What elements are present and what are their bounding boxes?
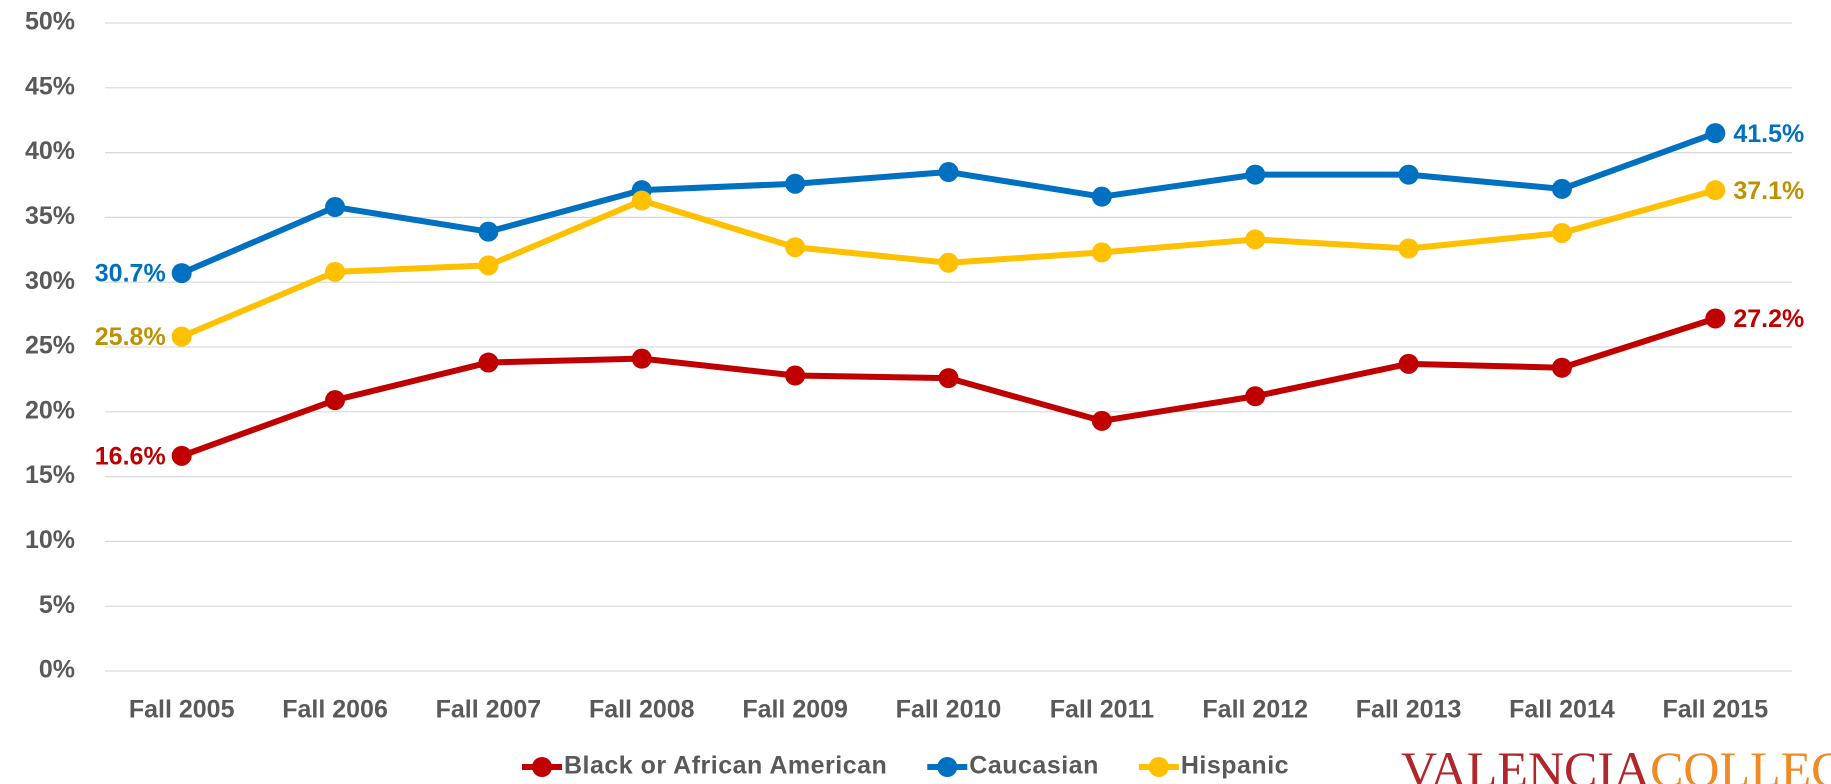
legend-label: Caucasian [969, 752, 1099, 780]
y-tick-label: 10% [25, 526, 75, 554]
marker [1245, 386, 1266, 407]
y-tick-label: 40% [25, 137, 75, 165]
value-label: 30.7% [95, 260, 166, 288]
x-tick-label: Fall 2012 [1202, 696, 1308, 724]
legend-marker [1148, 757, 1169, 777]
marker [938, 162, 959, 183]
marker [325, 261, 346, 282]
x-tick-label: Fall 2014 [1509, 696, 1615, 724]
marker [478, 352, 499, 373]
legend-label: Black or African American [564, 752, 887, 780]
y-tick-label: 45% [25, 72, 75, 100]
x-tick-label: Fall 2015 [1662, 696, 1768, 724]
y-tick-label: 0% [39, 656, 75, 684]
y-tick-label: 25% [25, 332, 75, 360]
marker [1551, 357, 1572, 378]
x-tick-label: Fall 2006 [282, 696, 388, 724]
marker [785, 237, 806, 258]
marker [1398, 353, 1419, 374]
x-tick-label: Fall 2011 [1050, 696, 1154, 724]
marker [325, 390, 346, 411]
x-tick-label: Fall 2010 [896, 696, 1002, 724]
marker [1398, 164, 1419, 185]
legend-label: Hispanic [1181, 752, 1289, 780]
y-tick-label: 30% [25, 267, 75, 295]
marker [1091, 242, 1112, 263]
logo-valencia: VALENCIA [1401, 741, 1650, 784]
marker [1705, 308, 1726, 329]
y-tick-label: 35% [25, 202, 75, 230]
marker [938, 252, 959, 273]
legend-marker [937, 757, 958, 777]
marker [478, 221, 499, 242]
marker [938, 368, 959, 389]
value-label: 16.6% [95, 442, 166, 470]
value-label: 37.1% [1733, 177, 1804, 205]
value-label: 25.8% [95, 323, 166, 351]
marker [478, 255, 499, 276]
marker [785, 365, 806, 386]
marker [1091, 410, 1112, 431]
marker [1551, 222, 1572, 243]
y-tick-label: 5% [39, 591, 75, 619]
marker [1245, 164, 1266, 185]
value-label: 41.5% [1733, 120, 1804, 148]
marker [1705, 180, 1726, 201]
x-tick-label: Fall 2005 [129, 696, 235, 724]
marker [171, 326, 192, 347]
y-tick-label: 50% [25, 8, 75, 36]
marker [1398, 238, 1419, 259]
logo-college: COLLEGE [1650, 741, 1831, 784]
y-tick-label: 20% [25, 396, 75, 424]
marker [785, 173, 806, 194]
marker [171, 445, 192, 466]
value-label: 27.2% [1733, 305, 1804, 333]
series-line [180, 130, 1717, 276]
marker [171, 263, 192, 284]
marker [1245, 229, 1266, 250]
marker [631, 348, 652, 369]
legend-marker [532, 757, 552, 777]
marker [325, 197, 346, 218]
x-tick-label: Fall 2007 [436, 696, 542, 724]
marker [631, 190, 652, 211]
x-tick-label: Fall 2009 [742, 696, 848, 724]
x-tick-label: Fall 2008 [589, 696, 695, 724]
marker [1705, 123, 1726, 144]
x-tick-label: Fall 2013 [1356, 696, 1462, 724]
y-tick-label: 15% [25, 461, 75, 489]
marker [1551, 178, 1572, 199]
marker [1091, 186, 1112, 207]
